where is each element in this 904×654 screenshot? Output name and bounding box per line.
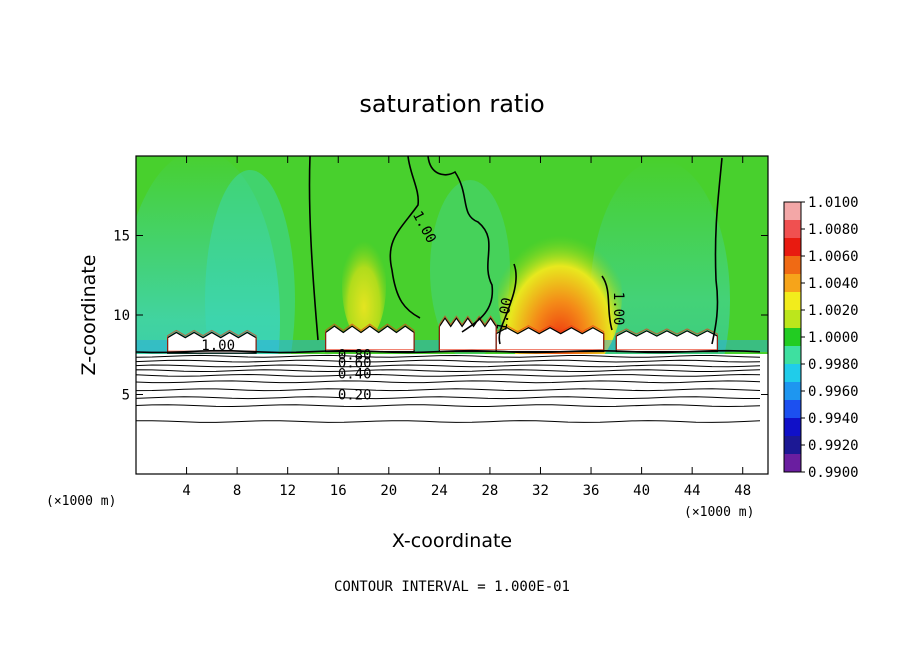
x-unit-left: (×1000 m)	[46, 494, 116, 509]
colorbar-swatch	[784, 256, 801, 275]
colorbar-swatch	[784, 292, 801, 311]
chart-title: saturation ratio	[359, 90, 544, 118]
colorbar-label: 0.9920	[808, 438, 859, 454]
plot-area: 1.001.001.00 1.000.800.600.400.20	[136, 156, 768, 474]
x-unit-right: (×1000 m)	[684, 505, 754, 520]
cloud-blob-edge	[438, 315, 497, 351]
colorbar-swatch	[784, 202, 801, 221]
isoline	[136, 396, 760, 400]
x-tick-label: 16	[330, 483, 347, 499]
cloud-blob-edge	[615, 328, 718, 351]
field-shading	[136, 156, 768, 474]
x-tick-label: 12	[279, 483, 296, 499]
warm-core-left	[342, 230, 386, 340]
x-tick-label: 44	[684, 483, 701, 499]
colorbar-label: 1.0000	[808, 330, 859, 346]
x-tick-label: 24	[431, 483, 448, 499]
isoline	[136, 349, 761, 354]
contour-interval-note: CONTOUR INTERVAL = 1.000E-01	[334, 579, 570, 595]
cloud-blob-edge	[325, 323, 415, 351]
colorbar-swatch	[784, 274, 801, 293]
x-tick-label: 28	[481, 483, 498, 499]
x-tick-label: 36	[583, 483, 600, 499]
contour-label: 1.00	[610, 292, 626, 326]
y-tick-label: 5	[122, 388, 130, 404]
colorbar-swatch	[784, 328, 801, 347]
contour-label: 1.00	[201, 338, 235, 354]
y-axis: 5 10 15	[113, 229, 768, 404]
cloud-blob	[167, 331, 257, 354]
x-tick-label: 32	[532, 483, 549, 499]
contour-labels: 1.001.001.00 1.000.800.600.400.20	[201, 209, 625, 404]
colorbar-swatch	[784, 436, 801, 455]
isoline	[136, 388, 761, 392]
cloud-blob	[615, 330, 719, 353]
colorbar-label: 1.0020	[808, 303, 859, 319]
contour-label: 0.40	[338, 367, 372, 383]
y-tick-label: 15	[113, 229, 130, 245]
isoline	[136, 364, 761, 368]
colorbar-swatch	[784, 220, 801, 239]
colorbar-swatch	[784, 454, 801, 473]
cloud-tops	[167, 315, 719, 354]
colorbar-label: 1.0040	[808, 276, 859, 292]
contour-label: 1.00	[494, 296, 516, 332]
x-tick-label: 20	[380, 483, 397, 499]
y-axis-label: Z-coordinate	[78, 255, 100, 376]
contour-label: 0.60	[338, 355, 372, 371]
colorbar-label: 0.9940	[808, 411, 859, 427]
x-tick-label: 8	[233, 483, 241, 499]
colorbar-swatch	[784, 400, 801, 419]
isoline	[136, 373, 761, 377]
dry-layer	[136, 354, 768, 474]
contour-label: 0.20	[338, 387, 372, 403]
colorbar: 1.0100 1.0080 1.0060 1.0040 1.0020 1.0000 0.99…	[783, 195, 859, 481]
colorbar-swatch	[784, 382, 801, 401]
cloud-blob-edge	[495, 325, 605, 351]
x-tick-label: 48	[734, 483, 751, 499]
x-tick-label: 4	[182, 483, 190, 499]
isoline	[136, 420, 761, 423]
cyan-plume-mid	[430, 180, 510, 360]
colorbar-swatch	[784, 310, 801, 329]
cloud-blob	[325, 325, 415, 353]
isoline	[136, 354, 761, 358]
y-tick-label: 10	[113, 308, 130, 324]
x-axis: 4 8 12 16 20 24 28 32 36 40 44 48	[182, 156, 751, 499]
colorbar-swatch	[784, 238, 801, 257]
x-tick-label: 40	[633, 483, 650, 499]
cloud-blob-edge	[167, 329, 257, 352]
colorbar-label: 1.0080	[808, 222, 859, 238]
colorbar-label: 0.9960	[808, 384, 859, 400]
contour-lines	[136, 349, 761, 423]
isoline	[136, 359, 761, 363]
contour-label: 0.80	[338, 348, 372, 364]
isoline	[136, 369, 761, 373]
colorbar-swatch	[784, 346, 801, 365]
moist-contours	[308, 156, 723, 345]
colorbar-swatch	[784, 418, 801, 437]
isoline	[136, 380, 761, 384]
colorbar-label: 1.0100	[808, 195, 859, 211]
cloud-blob	[495, 327, 605, 353]
colorbar-swatch	[784, 364, 801, 383]
colorbar-label: 0.9980	[808, 357, 859, 373]
colorbar-label: 0.9900	[808, 465, 859, 481]
isoline	[136, 404, 761, 408]
colorbar-label: 1.0060	[808, 249, 859, 265]
x-axis-label: X-coordinate	[392, 530, 512, 552]
cloud-blob	[438, 317, 497, 353]
